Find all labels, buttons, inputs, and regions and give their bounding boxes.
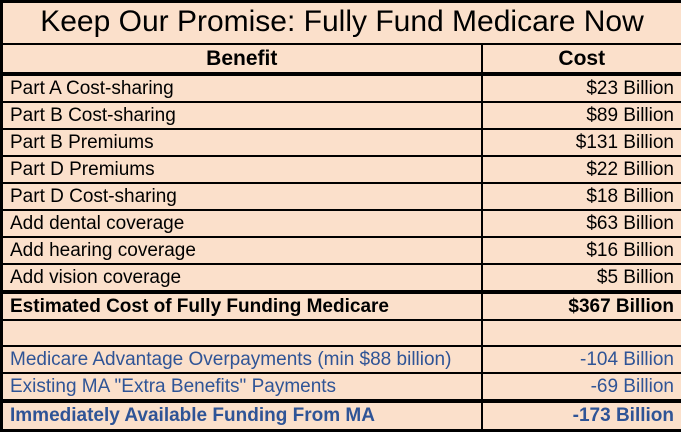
cost-cell: $367 Billion <box>482 292 681 320</box>
cost-cell: -69 Billion <box>482 373 681 401</box>
table-row: Part B Cost-sharing $89 Billion <box>2 102 681 129</box>
cost-cell: $16 Billion <box>482 237 681 264</box>
cost-cell: -173 Billion <box>482 401 681 431</box>
cost-cell: $5 Billion <box>482 264 681 292</box>
table-title-row: Keep Our Promise: Fully Fund Medicare No… <box>2 2 681 45</box>
benefit-cell: Add hearing coverage <box>2 237 482 264</box>
cost-cell: $22 Billion <box>482 156 681 183</box>
benefit-cell: Part B Cost-sharing <box>2 102 482 129</box>
cost-column-header: Cost <box>482 44 681 74</box>
benefit-cell: Add vision coverage <box>2 264 482 292</box>
available-funding-total-row: Immediately Available Funding From MA -1… <box>2 401 681 431</box>
table-row: Part B Premiums $131 Billion <box>2 129 681 156</box>
benefit-cell: Part A Cost-sharing <box>2 74 482 102</box>
ma-extra-benefits-row: Existing MA "Extra Benefits" Payments -6… <box>2 373 681 401</box>
benefit-cell: Part D Cost-sharing <box>2 183 482 210</box>
estimated-cost-total-row: Estimated Cost of Fully Funding Medicare… <box>2 292 681 320</box>
cost-cell: $131 Billion <box>482 129 681 156</box>
table-row: Part D Premiums $22 Billion <box>2 156 681 183</box>
medicare-funding-table: Keep Our Promise: Fully Fund Medicare No… <box>0 0 681 415</box>
table-row: Add vision coverage $5 Billion <box>2 264 681 292</box>
empty-cell <box>482 320 681 346</box>
benefit-cell: Part D Premiums <box>2 156 482 183</box>
table-row: Add dental coverage $63 Billion <box>2 210 681 237</box>
table-row: Add hearing coverage $16 Billion <box>2 237 681 264</box>
benefit-cell: Medicare Advantage Overpayments (min $88… <box>2 346 482 373</box>
table-title: Keep Our Promise: Fully Fund Medicare No… <box>2 2 681 45</box>
cost-cell: $23 Billion <box>482 74 681 102</box>
cost-cell: $89 Billion <box>482 102 681 129</box>
spacer-row <box>2 320 681 346</box>
empty-cell <box>2 320 482 346</box>
table-header-row: Benefit Cost <box>2 44 681 74</box>
cost-cell: $18 Billion <box>482 183 681 210</box>
benefit-cell: Part B Premiums <box>2 129 482 156</box>
benefit-cell: Existing MA "Extra Benefits" Payments <box>2 373 482 401</box>
benefit-cell: Estimated Cost of Fully Funding Medicare <box>2 292 482 320</box>
cost-cell: $63 Billion <box>482 210 681 237</box>
benefit-column-header: Benefit <box>2 44 482 74</box>
table-row: Part D Cost-sharing $18 Billion <box>2 183 681 210</box>
ma-overpayments-row: Medicare Advantage Overpayments (min $88… <box>2 346 681 373</box>
cost-cell: -104 Billion <box>482 346 681 373</box>
table-row: Part A Cost-sharing $23 Billion <box>2 74 681 102</box>
benefit-cell: Immediately Available Funding From MA <box>2 401 482 431</box>
benefit-cell: Add dental coverage <box>2 210 482 237</box>
